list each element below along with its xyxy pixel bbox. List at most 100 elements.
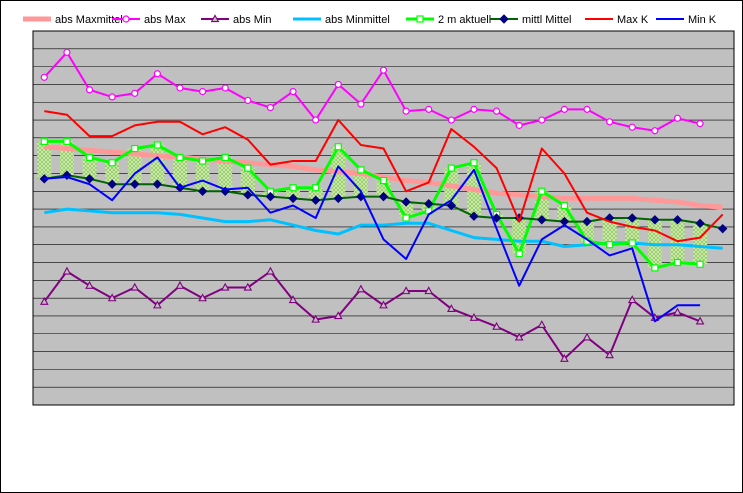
data-point	[379, 300, 388, 309]
data-point	[650, 215, 660, 225]
data-point	[446, 200, 457, 211]
data-point	[108, 93, 116, 101]
range-bar	[127, 148, 142, 185]
legend-item-abs-min: abs Min	[201, 14, 272, 26]
data-point	[583, 105, 591, 113]
data-point	[311, 314, 320, 323]
data-point	[357, 166, 365, 174]
legend-item-mittl-mittel: mittl Mittel	[490, 14, 572, 26]
range-bar	[286, 187, 301, 199]
data-point	[492, 321, 501, 330]
data-point	[627, 295, 637, 304]
data-point	[491, 213, 502, 223]
data-point	[220, 282, 230, 291]
data-point	[63, 137, 71, 146]
data-point	[538, 187, 546, 195]
data-point	[221, 84, 229, 92]
legend-marker	[499, 14, 509, 24]
legend-item-min-k: Min K	[656, 14, 717, 26]
data-point	[628, 123, 636, 131]
data-point	[673, 307, 682, 316]
legend-marker	[122, 15, 130, 23]
data-point	[266, 266, 275, 275]
data-point	[470, 159, 478, 167]
data-point	[401, 197, 411, 207]
range-bar	[602, 218, 617, 245]
data-point	[582, 216, 592, 227]
data-point	[243, 190, 253, 200]
data-point	[447, 164, 455, 172]
data-point	[333, 193, 343, 204]
data-point	[469, 211, 479, 221]
data-point	[538, 116, 546, 124]
data-point	[492, 107, 501, 115]
data-point	[582, 332, 592, 341]
data-point	[288, 295, 298, 304]
data-point	[131, 89, 139, 97]
data-point	[333, 311, 343, 320]
range-bar	[218, 157, 233, 192]
legend-label: abs Minmittel	[325, 14, 390, 26]
data-point	[606, 241, 614, 249]
data-point	[672, 215, 683, 225]
data-point	[651, 264, 659, 272]
series-line-min-k	[44, 156, 701, 323]
data-point	[288, 193, 298, 204]
data-point	[131, 144, 139, 153]
legend-item-max-k: Max K	[585, 14, 649, 26]
data-point	[378, 191, 389, 202]
data-point	[469, 312, 479, 321]
range-bar	[693, 223, 708, 265]
legend-label: 2 m aktuell	[438, 14, 491, 26]
data-point	[560, 353, 569, 362]
data-point	[243, 282, 253, 291]
range-bar	[105, 162, 120, 185]
data-point	[176, 84, 184, 92]
data-point	[152, 179, 163, 189]
legend-label: abs Min	[233, 14, 272, 26]
series-min-k	[44, 156, 701, 323]
legend-item-abs-maxmittel: abs Maxmittel	[23, 14, 123, 26]
range-bar	[82, 157, 97, 179]
legend-marker	[416, 15, 424, 23]
data-point	[244, 164, 252, 172]
legend-label: Min K	[688, 14, 717, 26]
data-point	[266, 103, 275, 112]
data-point	[153, 70, 161, 78]
data-point	[628, 239, 636, 247]
data-point	[310, 195, 321, 205]
data-point	[62, 266, 72, 275]
range-bar	[353, 169, 368, 197]
data-point	[244, 96, 252, 105]
data-point	[356, 284, 366, 293]
data-point	[402, 107, 410, 115]
data-point	[717, 223, 728, 234]
legend-item-abs-max: abs Max	[112, 14, 186, 26]
data-point	[515, 121, 523, 129]
data-point	[85, 280, 94, 289]
data-point	[447, 116, 455, 124]
data-point	[107, 293, 117, 302]
legend-item-abs-minmittel: abs Minmittel	[293, 14, 390, 26]
data-point	[447, 304, 456, 312]
data-point	[560, 105, 569, 113]
range-bar	[195, 161, 210, 192]
data-point	[651, 127, 659, 135]
data-point	[357, 100, 365, 108]
data-point	[334, 143, 342, 151]
legend-label: abs Max	[144, 14, 186, 26]
data-point	[153, 300, 162, 309]
data-point	[40, 73, 48, 81]
data-point	[107, 179, 117, 189]
legend-label: Max K	[617, 14, 649, 26]
data-point	[560, 201, 569, 210]
data-point	[334, 80, 342, 89]
legend-label: mittl Mittel	[522, 14, 572, 26]
data-point	[401, 286, 411, 295]
data-point	[289, 184, 297, 192]
data-point	[379, 177, 388, 185]
data-point	[221, 153, 229, 162]
range-bar	[37, 141, 52, 179]
data-point	[198, 87, 207, 96]
